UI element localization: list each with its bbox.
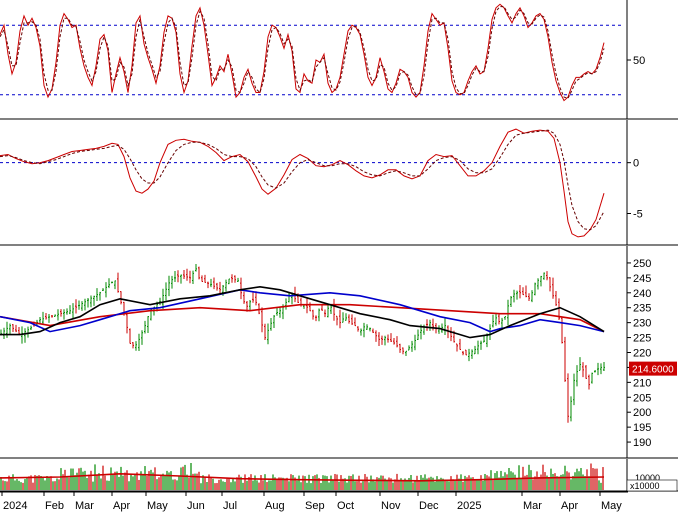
- x-tick-label: Dec: [419, 500, 439, 512]
- y-tick-label: 220: [633, 348, 651, 360]
- y-tick-label: 210: [633, 377, 651, 389]
- x-tick-label: Mar: [75, 500, 94, 512]
- y-tick-label: 195: [633, 422, 651, 434]
- x-tick-label: Jul: [223, 500, 237, 512]
- x-tick-label: Nov: [381, 500, 401, 512]
- x-tick-label: Sep: [305, 500, 325, 512]
- price-panel: [0, 263, 605, 423]
- y-tick-label: 225: [633, 333, 651, 345]
- volume-average-line: [0, 472, 605, 482]
- y-tick-label: 205: [633, 392, 651, 404]
- last-price-box: [629, 361, 677, 376]
- y-tick-label: 235: [633, 303, 651, 315]
- y-tick-label: 240: [633, 288, 651, 300]
- y-tick-label: 200: [633, 407, 651, 419]
- x-tick-label: 2024: [3, 500, 27, 512]
- volume-unit-box: [626, 479, 678, 492]
- y-tick-label: 0: [633, 158, 639, 170]
- panel-frames: [0, 0, 678, 492]
- x-tick-label: Apr: [561, 500, 578, 512]
- x-tick-label: Mar: [523, 500, 542, 512]
- x-tick-label: Oct: [337, 500, 354, 512]
- macd-panel: [0, 128, 624, 238]
- y-tick-label: 250: [633, 258, 651, 270]
- y-tick-label: 230: [633, 318, 651, 330]
- moving-average-line: [0, 288, 605, 333]
- volume-panel: [0, 463, 605, 490]
- x-tick-label: May: [601, 500, 622, 512]
- moving-average-line: [0, 303, 605, 333]
- x-tick-label: Jun: [187, 500, 205, 512]
- stochastic-line: [0, 3, 605, 102]
- volume-unit-label: x10000: [630, 481, 660, 491]
- y-axes: 500-525024524023523022522021521020520019…: [626, 55, 678, 492]
- stochastic-panel: [0, 3, 624, 102]
- volume-tick-label: 10000: [635, 473, 660, 483]
- stochastic-line: [0, 6, 605, 99]
- y-tick-label: -5: [633, 209, 643, 221]
- macd-line: [0, 128, 605, 238]
- moving-average-line: [0, 285, 605, 339]
- y-tick-label: 190: [633, 437, 651, 449]
- x-tick-label: 2025: [457, 500, 481, 512]
- x-tick-label: Apr: [113, 500, 130, 512]
- macd-line: [0, 129, 605, 231]
- x-axis: 2024 Feb Mar Apr May Jun Jul Aug Sep Oct Nov Dec 202…: [0, 491, 628, 512]
- x-tick-label: Feb: [45, 500, 64, 512]
- x-tick-label: Aug: [265, 500, 285, 512]
- last-price-label: 214.6000: [632, 365, 674, 376]
- y-tick-label: 245: [633, 273, 651, 285]
- y-tick-label: 50: [633, 55, 645, 67]
- x-tick-label: May: [147, 500, 168, 512]
